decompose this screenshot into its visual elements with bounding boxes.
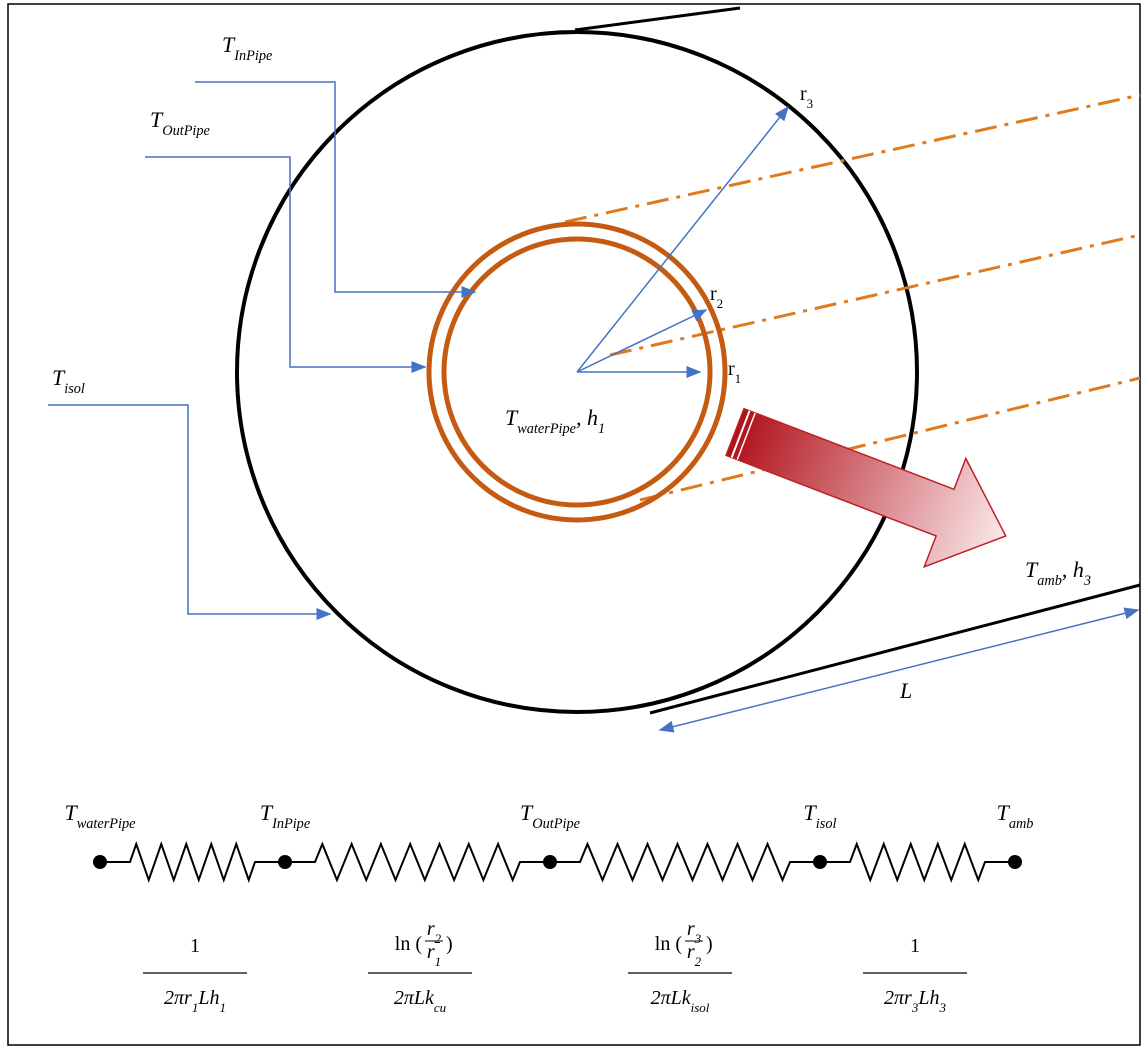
pipe-inner [441,236,713,508]
inner-numerator: r2 [427,918,442,946]
text-part: 2πLk [394,987,435,1009]
resistor [285,841,550,883]
node-label: Tisol [804,800,837,832]
text-part: T [260,800,274,825]
cylinder-edge [649,583,1141,715]
ambient-label: Tamb, h3 [1025,557,1091,589]
resistor [100,840,285,884]
radius-arrows [48,81,1140,733]
heat-arrow [725,407,1007,569]
subscript: 3 [938,1000,946,1015]
subscript: waterPipe [517,421,576,437]
text-part: T [997,800,1011,825]
text-part: T [804,800,818,825]
length-label: L [899,678,912,703]
resistor [820,841,1015,883]
subscript: 2 [695,954,702,969]
text-part: T [222,32,236,57]
subscript: 2 [717,296,724,311]
node-label: TInPipe [260,800,311,832]
denominator: 2πLkisol [651,987,710,1015]
subscript: 1 [435,954,442,969]
close-paren: ) [446,933,453,955]
subscript: 1 [219,1000,226,1015]
subscript: 3 [694,931,702,946]
subscript: isol [816,816,837,832]
subscript: 1 [735,371,742,386]
text-part: r [687,941,695,963]
text-part: r [710,283,717,305]
temperature-label: TInPipe [222,32,273,64]
temperature-label: Tisol [52,365,85,397]
text-part: Lh [917,987,939,1009]
node-label: TwaterPipe [64,800,136,832]
radius-label: r3 [800,83,813,111]
text-part: 2πLk [651,987,692,1009]
text-part: r [800,83,807,105]
circuit: TwaterPipe TInPipe TOutPipe Tisol Tamb12πr1L… [64,800,1033,1015]
numerator: 1 [190,935,200,957]
subscript: InPipe [233,48,273,64]
numerator: 1 [910,935,920,957]
subscript: isol [691,1000,710,1015]
text-part: T [520,800,534,825]
pipe-outer [426,221,728,523]
radius-label: r1 [728,358,741,386]
temperature-label: TOutPipe [150,107,211,139]
inner-denominator: r2 [687,941,702,969]
inner-denominator: r1 [427,941,441,969]
subscript: InPipe [271,816,311,832]
text-part: T [150,107,164,132]
subscript: OutPipe [532,816,580,832]
text-part: r [687,918,695,940]
axial-lines [564,93,1141,502]
subscript: OutPipe [162,123,210,139]
inner-numerator: r3 [687,918,702,946]
insulation-circle [235,30,919,714]
center-label: TwaterPipe, h1 [505,405,605,437]
close-paren: ) [706,933,713,955]
denominator: 2πLkcu [394,987,447,1015]
function-name: ln ( [395,933,423,955]
subscript: 1 [598,421,605,437]
subscript: 3 [911,1000,919,1015]
subscript: 2 [435,931,442,946]
denominator: 2πr1Lh1 [164,987,226,1015]
text-part: 2πr [884,987,912,1009]
resistor [550,841,820,883]
subscript: 3 [807,96,814,111]
node-label: Tamb [997,800,1034,832]
text-part: T [505,405,519,430]
subscript: isol [64,381,85,397]
subscript: cu [434,1000,447,1015]
subscript: waterPipe [77,816,136,832]
subscript: 1 [192,1000,199,1015]
function-name: ln ( [655,933,683,955]
text-part: Lh [197,987,219,1009]
text-part: T [1025,557,1039,582]
node-label: TOutPipe [520,800,581,832]
text-part: r [427,918,435,940]
text-part: , h [576,405,598,430]
frame [7,3,1141,1046]
subscript: amb [1009,816,1034,832]
text-part: r [728,358,735,380]
text-part: T [64,800,78,825]
subscript: 3 [1083,573,1091,589]
text-part: , h [1062,557,1084,582]
text-part: r [427,941,435,963]
subscript: amb [1037,573,1062,589]
text-part: T [52,365,66,390]
radius-label: r2 [710,283,723,311]
text-part: 2πr [164,987,192,1009]
denominator: 2πr3Lh3 [884,987,946,1015]
cylinder-edge [574,6,741,32]
